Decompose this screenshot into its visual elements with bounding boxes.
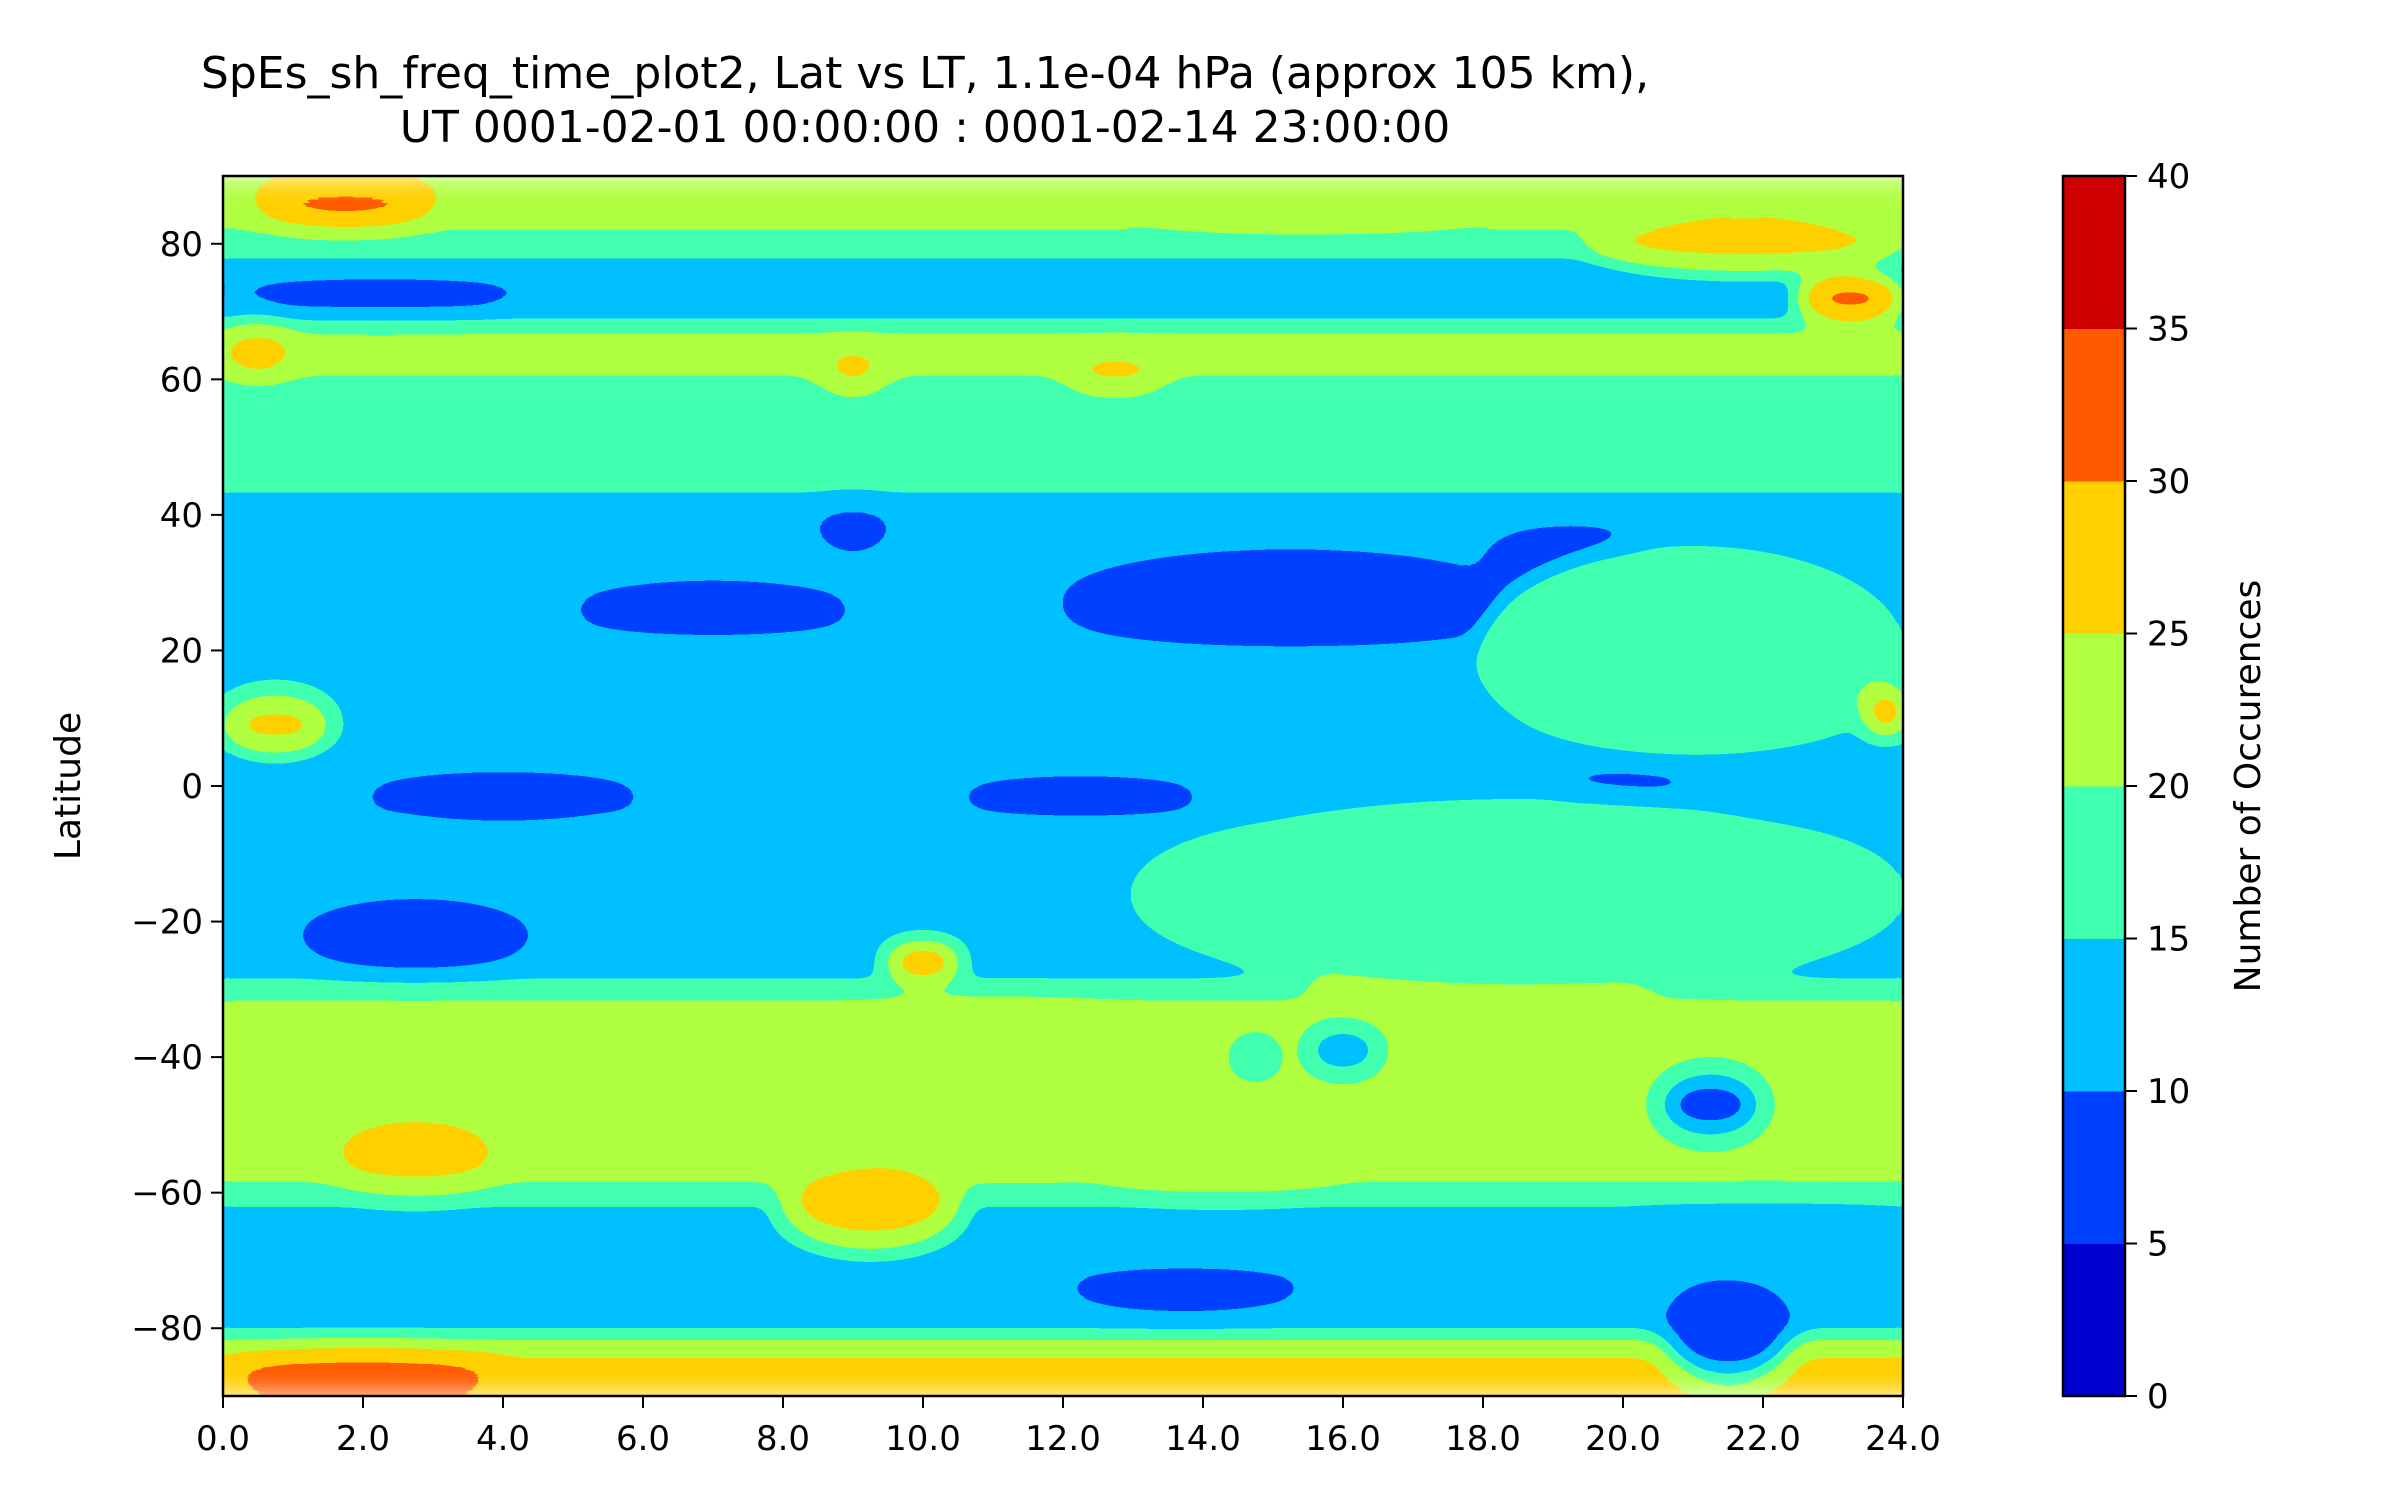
y-axis: −80 −60 −40 −20 0 20 40 60 80	[131, 225, 223, 1349]
colorbar-segment	[2063, 1243, 2125, 1397]
colorbar-segment	[2063, 786, 2125, 939]
chart-title-line-2: UT 0001-02-01 00:00:00 : 0001-02-14 23:0…	[399, 102, 1451, 153]
contour-feature	[1238, 1043, 1273, 1071]
colorbar-tick-label: 30	[2147, 462, 2190, 502]
contour-feature	[573, 582, 853, 637]
y-tick-label: 60	[160, 360, 203, 400]
plot-area	[223, 176, 1903, 1396]
contour-feature	[1063, 1260, 1308, 1315]
contour-feature	[1063, 555, 1518, 651]
chart-title-line-1: SpEs_sh_freq_time_plot2, Lat vs LT, 1.1e…	[200, 48, 1650, 99]
colorbar-ticks: 0 5 10 15 20 25 30 35 40	[2125, 157, 2190, 1417]
value-field	[223, 176, 1903, 1396]
latitude-band	[223, 176, 1903, 217]
colorbar-tick-label: 5	[2147, 1225, 2169, 1265]
contour-feature	[1553, 772, 1693, 800]
colorbar-segment	[2063, 633, 2125, 787]
contour-feature	[1588, 216, 1903, 271]
colorbar-tick-label: 20	[2147, 767, 2190, 807]
x-tick-label: 6.0	[616, 1419, 670, 1459]
contour-feature	[1658, 1070, 1763, 1139]
y-tick-label: 20	[160, 631, 203, 671]
contour-feature	[1308, 1030, 1378, 1071]
colorbar-segment	[2063, 176, 2125, 329]
contour-feature	[1098, 1124, 1343, 1193]
x-tick-label: 10.0	[885, 1419, 961, 1459]
y-tick-label: −40	[131, 1038, 203, 1078]
colorbar-tick-label: 15	[2147, 920, 2190, 960]
contour-feature	[363, 772, 643, 827]
contour-feature	[223, 1355, 503, 1396]
contour-feature	[293, 894, 538, 976]
contour-feature	[1623, 1192, 1903, 1275]
colorbar-tick-label: 40	[2147, 157, 2190, 197]
colorbar-segment	[2063, 938, 2125, 1092]
y-tick-label: 0	[181, 767, 203, 807]
x-tick-label: 22.0	[1725, 1419, 1801, 1459]
y-tick-label: −60	[131, 1174, 203, 1214]
latitude-band	[223, 379, 1903, 502]
y-tick-label: −20	[131, 903, 203, 943]
contour-feature	[1133, 799, 1903, 990]
latitude-band	[223, 325, 1903, 380]
contour-feature	[1133, 196, 1483, 231]
x-tick-label: 4.0	[476, 1419, 530, 1459]
colorbar-label: Number of Occurences	[2228, 580, 2269, 993]
y-axis-label: Latitude	[48, 712, 89, 860]
contour-field	[223, 176, 1903, 1396]
y-tick-label: 40	[160, 496, 203, 536]
colorbar	[2063, 176, 2125, 1397]
contour-feature	[818, 345, 888, 393]
latitude-band	[223, 257, 1903, 326]
contour-feature	[958, 779, 1203, 820]
contour-feature	[818, 501, 888, 549]
colorbar-segment	[2063, 481, 2125, 634]
x-tick-label: 18.0	[1445, 1419, 1521, 1459]
contour-feature	[1483, 548, 1903, 753]
x-tick-label: 24.0	[1865, 1419, 1941, 1459]
colorbar-tick-label: 10	[2147, 1072, 2190, 1112]
x-tick-label: 2.0	[336, 1419, 390, 1459]
colorbar-tick-label: 35	[2147, 310, 2190, 350]
contour-feature	[783, 1002, 1203, 1166]
contour-feature	[328, 1111, 503, 1193]
contour-feature	[223, 325, 293, 380]
contour-feature	[1868, 691, 1903, 732]
y-tick-label: 80	[160, 225, 203, 265]
y-tick-label: −80	[131, 1309, 203, 1349]
contour-feature	[783, 1158, 958, 1247]
x-tick-label: 16.0	[1305, 1419, 1381, 1459]
colorbar-segment	[2063, 328, 2125, 482]
x-axis: 0.0 2.0 4.0 6.0 8.0 10.0 12.0 14.0 16.0 18.0 20.0 2…	[196, 1396, 1941, 1459]
contour-feature	[888, 948, 958, 976]
contour-feature	[1063, 352, 1168, 393]
latitude-band	[223, 1192, 1903, 1261]
contour-feature	[258, 284, 503, 326]
latitude-band	[223, 1341, 1903, 1396]
colorbar-tick-label: 0	[2147, 1377, 2169, 1417]
contour-feature	[258, 189, 433, 224]
x-tick-label: 8.0	[756, 1419, 810, 1459]
latitude-band	[223, 1260, 1903, 1342]
contour-feature	[1798, 277, 1903, 319]
x-tick-label: 14.0	[1165, 1419, 1241, 1459]
contour-feature	[223, 697, 328, 753]
colorbar-segment	[2063, 1091, 2125, 1244]
x-tick-label: 0.0	[196, 1419, 250, 1459]
x-tick-label: 20.0	[1585, 1419, 1661, 1459]
contour-feature	[1658, 1274, 1798, 1383]
x-tick-label: 12.0	[1025, 1419, 1101, 1459]
colorbar-tick-label: 25	[2147, 615, 2190, 655]
contour-feature	[538, 1355, 818, 1396]
